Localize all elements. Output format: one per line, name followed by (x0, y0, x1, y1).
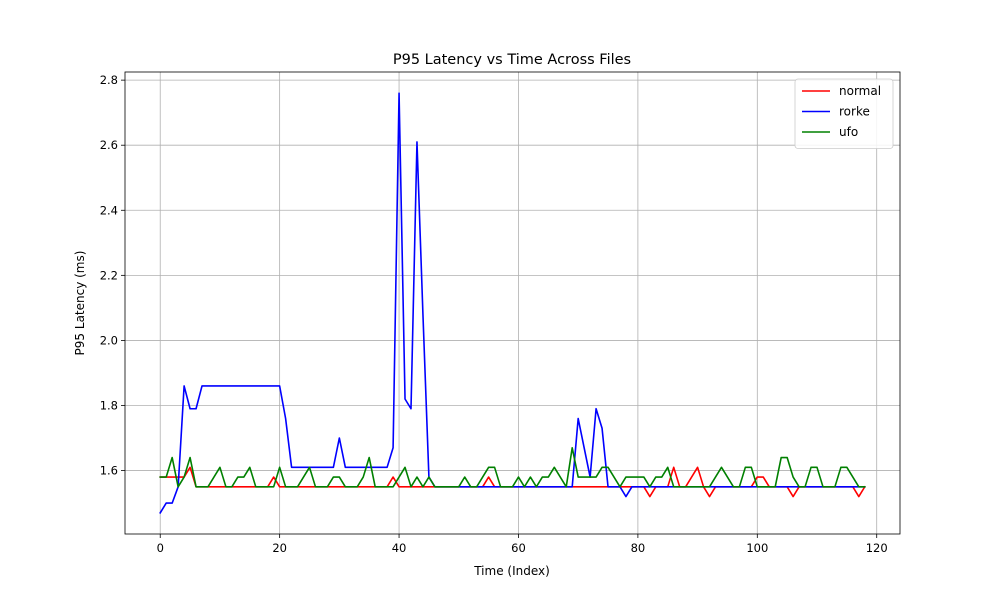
y-axis-label: P95 Latency (ms) (73, 251, 87, 356)
plot-area-frame (124, 71, 901, 535)
legend-label-ufo: ufo (839, 125, 858, 139)
y-axis-ticks: 1.6 1.8 2.0 2.2 2.4 2.6 2.8 (100, 73, 125, 478)
series-line-ufo (159, 446, 866, 488)
chart-title: P95 Latency vs Time Across Files (393, 52, 631, 68)
y-tick-label: 2.8 (100, 73, 118, 87)
x-tick-label: 120 (866, 541, 888, 555)
y-tick-label: 1.6 (100, 464, 118, 478)
y-tick-label: 1.8 (100, 398, 118, 412)
y-tick-label: 2.6 (100, 138, 118, 152)
legend-label-rorke: rorke (839, 105, 870, 119)
x-axis-ticks: 0 20 40 60 80 100 120 (157, 534, 888, 555)
legend: normal rorke ufo (794, 78, 894, 149)
grid-lines (125, 72, 900, 534)
x-axis-label: Time (Index) (473, 564, 550, 578)
series-lines (159, 92, 866, 514)
y-tick-label: 2.2 (100, 268, 118, 282)
x-tick-label: 60 (511, 541, 526, 555)
x-tick-label: 40 (392, 541, 407, 555)
x-tick-label: 20 (272, 541, 287, 555)
x-tick-label: 80 (631, 541, 646, 555)
x-tick-label: 100 (746, 541, 768, 555)
legend-box (794, 78, 894, 149)
y-tick-label: 2.0 (100, 333, 118, 347)
y-tick-label: 2.4 (100, 203, 118, 217)
x-tick-label: 0 (157, 541, 164, 555)
legend-label-normal: normal (839, 84, 881, 98)
